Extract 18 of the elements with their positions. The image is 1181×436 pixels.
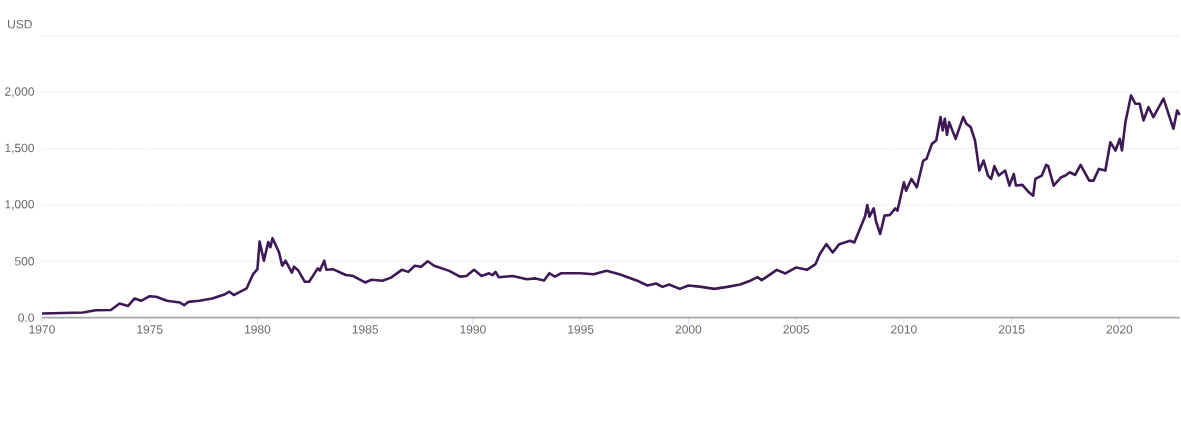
x-tick-label: 1995 xyxy=(568,324,594,334)
x-tick-label: 2010 xyxy=(891,324,917,334)
x-tick-label: 1985 xyxy=(352,324,379,334)
y-tick-label: 0.0 xyxy=(18,313,34,322)
x-tick-label: 1990 xyxy=(460,324,486,334)
line-series xyxy=(40,93,1181,315)
x-tick-label: 1975 xyxy=(137,324,163,334)
x-tick-label: 2015 xyxy=(998,324,1025,334)
y-axis-title: USD xyxy=(8,19,32,29)
x-tick-label: 2005 xyxy=(783,324,809,334)
x-tick-label: 2020 xyxy=(1106,324,1133,334)
y-tick-label: 500 xyxy=(14,256,34,266)
x-tick-label: 1980 xyxy=(245,324,271,334)
x-tick-label: 1970 xyxy=(29,324,55,334)
y-tick-label: 2,000 xyxy=(5,87,34,97)
y-tick-label: 1,000 xyxy=(5,199,34,210)
y-tick-label: 1,500 xyxy=(5,143,34,154)
x-tick-label: 2000 xyxy=(675,324,702,334)
